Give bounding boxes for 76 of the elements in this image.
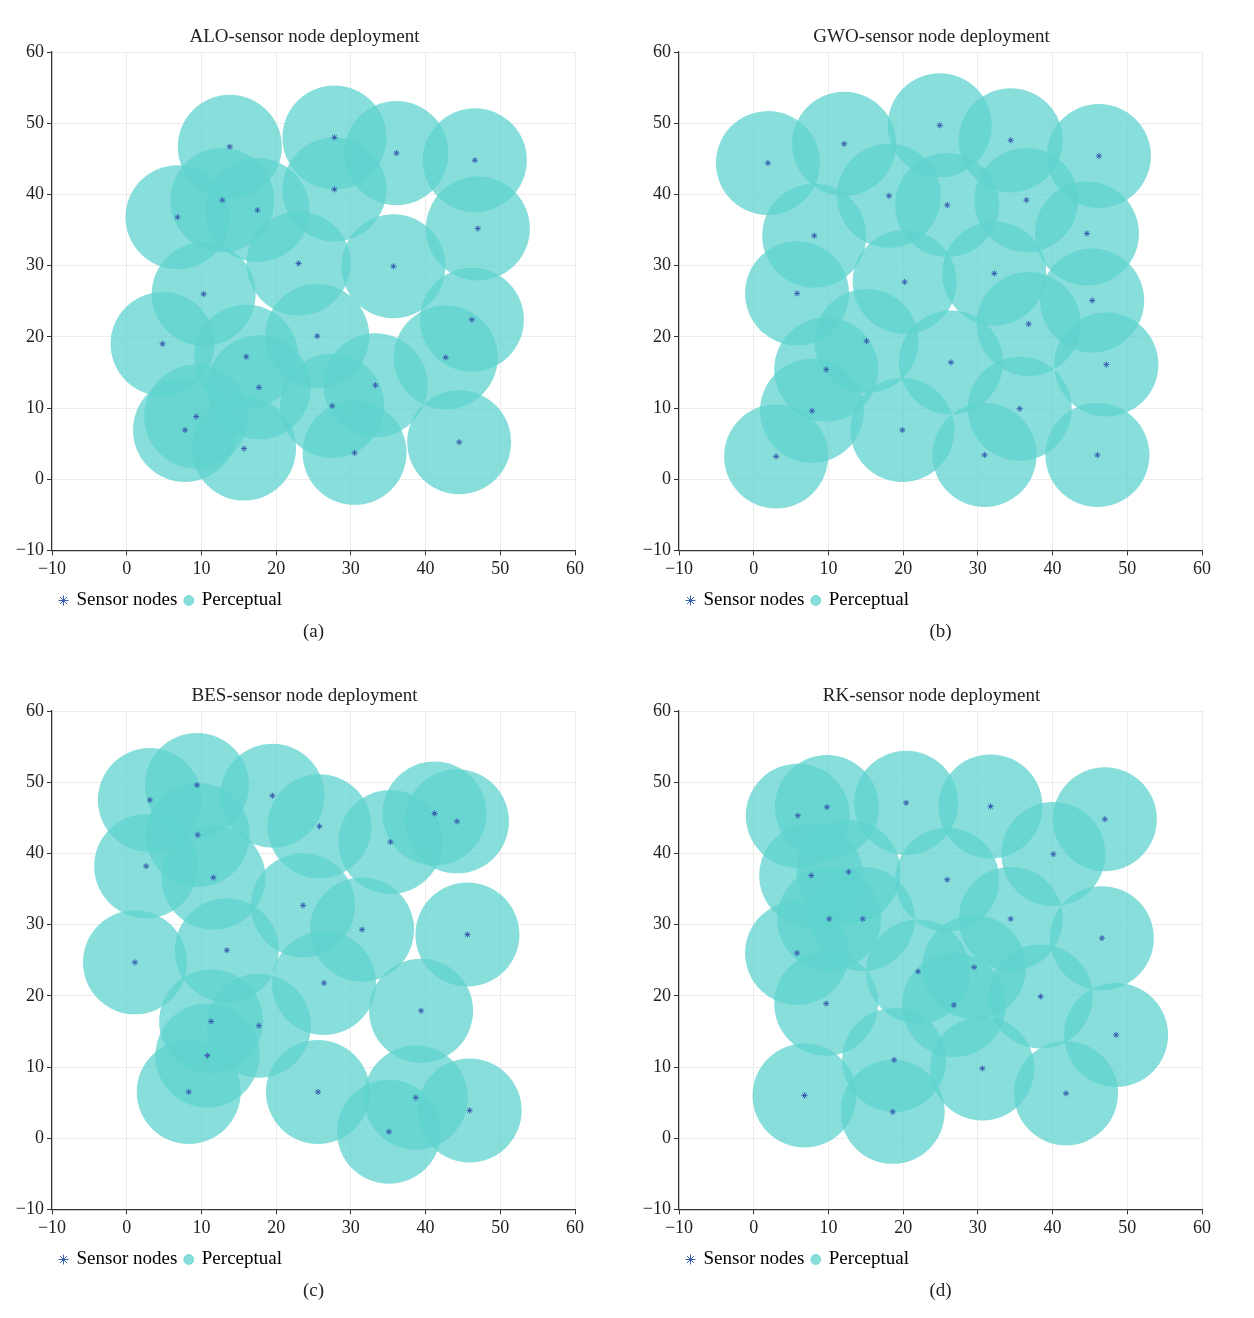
y-tick-label: 50: [26, 770, 44, 791]
x-tick-label: 20: [894, 1216, 913, 1237]
legend-label: Perceptual: [828, 588, 909, 610]
x-tick-label: 60: [566, 1216, 584, 1237]
y-tick-label: 60: [653, 40, 671, 61]
text: (a): [301, 620, 326, 642]
y-tick-label: 10: [26, 396, 44, 417]
x-tick-label: 50: [1118, 1216, 1137, 1237]
y-tick-label: 50: [653, 770, 671, 791]
y-tick-label: 30: [26, 913, 44, 934]
y-tick-label: 10: [653, 1055, 671, 1076]
x-tick-label: 30: [968, 557, 987, 578]
x-tick-label: 10: [819, 557, 838, 578]
y-tick-label: −10: [15, 539, 44, 560]
x-tick-label: 30: [968, 1216, 987, 1237]
text: (c): [301, 1279, 326, 1301]
y-tick-label: 10: [26, 1055, 44, 1076]
legend-label: Perceptual: [201, 1247, 282, 1269]
legend-label: Sensor nodes: [76, 588, 178, 610]
x-tick-label: 40: [416, 557, 435, 578]
x-tick-label: 40: [1043, 557, 1062, 578]
text: (d): [928, 1279, 953, 1301]
y-tick-label: 30: [653, 913, 671, 934]
text: (b): [928, 620, 953, 642]
y-tick-label: 0: [35, 1126, 44, 1147]
y-tick-label: 30: [653, 254, 671, 275]
y-tick-label: 20: [653, 325, 671, 346]
y-tick-label: −10: [642, 1198, 671, 1219]
x-tick-label: 60: [1193, 1216, 1211, 1237]
x-tick-label: 50: [491, 1216, 510, 1237]
y-tick-label: 60: [26, 40, 44, 61]
y-tick-label: 60: [26, 699, 44, 720]
legend-label: Sensor nodes: [703, 1247, 805, 1269]
chart-title: ALO-sensor node deployment: [189, 24, 421, 46]
x-tick-label: 50: [1118, 557, 1137, 578]
x-tick-label: 10: [192, 1216, 211, 1237]
y-tick-label: 0: [662, 1126, 671, 1147]
y-tick-label: 10: [653, 396, 671, 417]
x-tick-label: 0: [122, 1216, 132, 1237]
x-tick-label: 0: [122, 557, 132, 578]
legend-label: Sensor nodes: [703, 588, 805, 610]
y-tick-label: −10: [15, 1198, 44, 1219]
y-tick-label: 0: [662, 467, 671, 488]
x-tick-label: 20: [267, 1216, 286, 1237]
legend-label: Perceptual: [828, 1247, 909, 1269]
y-tick-label: 40: [26, 183, 44, 204]
x-tick-label: 50: [491, 557, 510, 578]
y-tick-label: 20: [26, 984, 44, 1005]
chart-title: RK-sensor node deployment: [822, 683, 1041, 705]
y-tick-label: 40: [653, 183, 671, 204]
y-tick-label: 60: [653, 699, 671, 720]
legend-label: Perceptual: [201, 588, 282, 610]
x-tick-label: 20: [894, 557, 913, 578]
x-tick-label: 10: [192, 557, 211, 578]
y-tick-label: 50: [653, 111, 671, 132]
y-tick-label: 40: [26, 842, 44, 863]
y-tick-label: 20: [653, 984, 671, 1005]
y-tick-label: 30: [26, 254, 44, 275]
x-tick-label: 40: [1043, 1216, 1062, 1237]
x-tick-label: 30: [341, 557, 360, 578]
x-tick-label: 40: [416, 1216, 435, 1237]
x-tick-label: 60: [566, 557, 584, 578]
chart-title: GWO-sensor node deployment: [813, 24, 1051, 46]
x-tick-label: 0: [749, 557, 759, 578]
x-tick-label: 20: [267, 557, 286, 578]
legend-label: Sensor nodes: [76, 1247, 178, 1269]
chart-title: BES-sensor node deployment: [191, 683, 419, 705]
x-tick-label: 60: [1193, 557, 1211, 578]
y-tick-label: 40: [653, 842, 671, 863]
y-tick-label: 0: [35, 467, 44, 488]
x-tick-label: 10: [819, 1216, 838, 1237]
x-tick-label: 0: [749, 1216, 759, 1237]
y-tick-label: 50: [26, 111, 44, 132]
x-tick-label: 30: [341, 1216, 360, 1237]
y-tick-label: 20: [26, 325, 44, 346]
y-tick-label: −10: [642, 539, 671, 560]
